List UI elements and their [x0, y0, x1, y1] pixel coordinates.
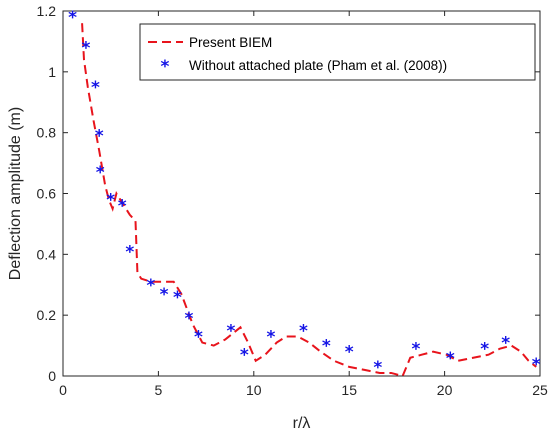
x-tick-label: 15 [341, 382, 357, 398]
y-tick-label: 0.8 [37, 125, 57, 141]
data-point-pham: * [96, 163, 105, 183]
data-point-pham: * [160, 285, 169, 305]
data-point-pham: * [480, 340, 489, 360]
legend-box [139, 23, 536, 81]
data-point-pham: * [106, 191, 115, 211]
data-point-pham: * [345, 343, 354, 363]
data-point-pham: * [184, 309, 193, 329]
x-tick-label: 10 [246, 382, 262, 398]
y-tick-label: 0 [48, 368, 56, 384]
data-point-pham: * [322, 337, 331, 357]
series-layer: ****** *** * *** *** ** *** * * ** [68, 8, 541, 378]
x-tick-label: 25 [532, 382, 548, 398]
legend-marker-swatch: * [161, 57, 170, 77]
y-tick-label: 1.2 [37, 3, 57, 19]
legend-label-biem: Present BIEM [189, 35, 272, 50]
y-tick-label: 0.4 [37, 246, 57, 262]
data-point-pham: * [240, 346, 249, 366]
data-point-pham: * [95, 127, 104, 147]
data-point-pham: * [173, 288, 182, 308]
legend: Present BIEM * Without attached plate (P… [139, 23, 536, 81]
data-point-pham: * [146, 276, 155, 296]
legend-label-pham: Without attached plate (Pham et al. (200… [189, 58, 447, 73]
data-point-pham: * [194, 327, 203, 347]
data-point-pham: * [373, 358, 382, 378]
x-tick-label: 0 [59, 382, 67, 398]
data-point-pham: * [226, 321, 235, 341]
y-tick-label: 0.6 [37, 186, 57, 202]
data-point-pham: * [299, 321, 308, 341]
data-point-pham: * [532, 355, 541, 375]
data-point-pham: * [68, 8, 77, 28]
y-axis-label: Deflection amplitude (m) [7, 107, 24, 280]
data-point-pham: * [91, 78, 100, 98]
data-point-pham: * [118, 197, 127, 217]
x-tick-label: 20 [437, 382, 453, 398]
x-axis-label: r/λ [293, 415, 311, 432]
data-point-pham: * [501, 334, 510, 354]
data-point-pham: * [267, 327, 276, 347]
y-tick-label: 0.2 [37, 307, 57, 323]
data-point-pham: * [412, 340, 421, 360]
data-point-pham: * [125, 242, 134, 262]
y-tick-label: 1 [48, 64, 56, 80]
data-point-pham: * [81, 39, 90, 59]
axis-ticks: 0 5 10 15 20 25 0 0.2 0.4 0.6 0.8 1 1.2 [37, 3, 548, 398]
data-point-pham: * [446, 349, 455, 369]
x-tick-label: 5 [155, 382, 163, 398]
